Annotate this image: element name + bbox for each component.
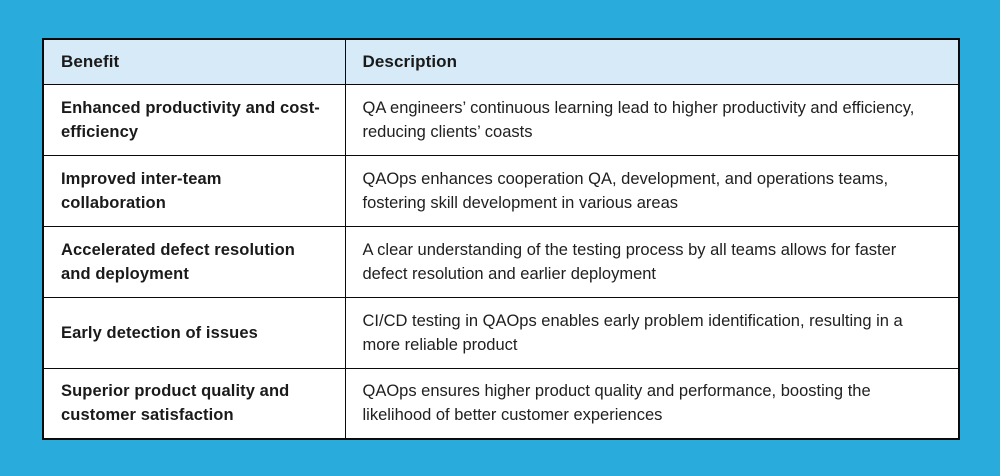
description-cell: QA engineers’ continuous learning lead t… bbox=[344, 83, 960, 156]
column-header-benefit: Benefit bbox=[42, 38, 346, 85]
description-cell: CI/CD testing in QAOps enables early pro… bbox=[344, 296, 960, 369]
table-row: Accelerated defect resolution and deploy… bbox=[42, 225, 960, 298]
benefit-cell: Improved inter-team collaboration bbox=[42, 154, 346, 227]
description-cell: A clear understanding of the testing pro… bbox=[344, 225, 960, 298]
table-row: Enhanced productivity and cost-efficienc… bbox=[42, 83, 960, 156]
description-cell: QAOps enhances cooperation QA, developme… bbox=[344, 154, 960, 227]
benefit-cell: Early detection of issues bbox=[42, 296, 346, 369]
benefit-cell: Enhanced productivity and cost-efficienc… bbox=[42, 83, 346, 156]
table-header-row: Benefit Description bbox=[42, 38, 960, 85]
table-row: Early detection of issues CI/CD testing … bbox=[42, 296, 960, 369]
description-cell: QAOps ensures higher product quality and… bbox=[344, 367, 960, 440]
benefits-table-container: Benefit Description Enhanced productivit… bbox=[42, 38, 960, 440]
column-header-description: Description bbox=[344, 38, 960, 85]
benefits-table: Benefit Description Enhanced productivit… bbox=[42, 38, 960, 440]
table-row: Superior product quality and customer sa… bbox=[42, 367, 960, 440]
benefit-cell: Accelerated defect resolution and deploy… bbox=[42, 225, 346, 298]
table-row: Improved inter-team collaboration QAOps … bbox=[42, 154, 960, 227]
benefit-cell: Superior product quality and customer sa… bbox=[42, 367, 346, 440]
